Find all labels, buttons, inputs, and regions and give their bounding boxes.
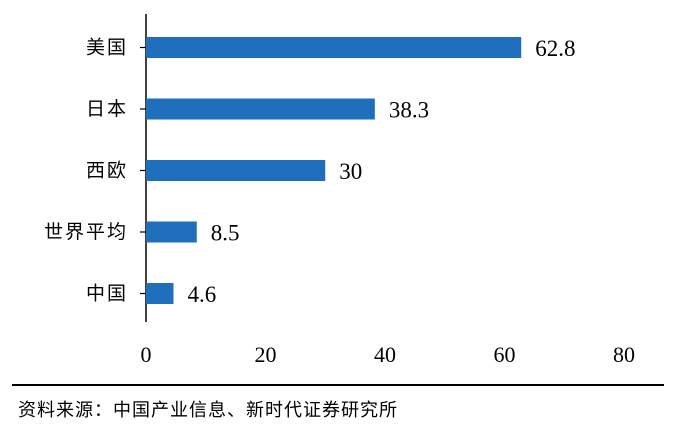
- x-tick-label: 20: [255, 342, 277, 367]
- data-label: 62.8: [535, 36, 575, 61]
- bar: [146, 283, 174, 304]
- bar: [146, 98, 375, 120]
- x-tick-label: 60: [494, 342, 516, 367]
- x-tick-label: 0: [141, 342, 152, 367]
- y-category-label: 中国: [86, 283, 128, 305]
- data-label: 38.3: [389, 98, 429, 123]
- bar: [146, 221, 197, 243]
- data-label: 4.6: [187, 282, 216, 307]
- data-label: 8.5: [211, 221, 240, 246]
- bar: [146, 160, 326, 181]
- y-category-label: 西欧: [86, 160, 128, 182]
- bar-chart-svg: 美国 62.8 日本 38.3 西欧 30 世界平均 8.5 中国 4.6 0 20 40 60 80: [44, 14, 635, 367]
- x-tick-label: 40: [374, 342, 396, 367]
- y-category-label: 美国: [86, 37, 128, 59]
- bar: [146, 37, 522, 58]
- source-divider: [12, 384, 664, 386]
- source-note: 资料来源：中国产业信息、新时代证券研究所: [18, 400, 398, 421]
- y-category-label: 世界平均: [44, 221, 128, 243]
- data-label: 30: [339, 159, 362, 184]
- x-tick-label: 80: [613, 342, 635, 367]
- y-category-label: 日本: [86, 98, 128, 120]
- bar-chart: 美国 62.8 日本 38.3 西欧 30 世界平均 8.5 中国 4.6 0 20 40 60 80: [44, 14, 635, 367]
